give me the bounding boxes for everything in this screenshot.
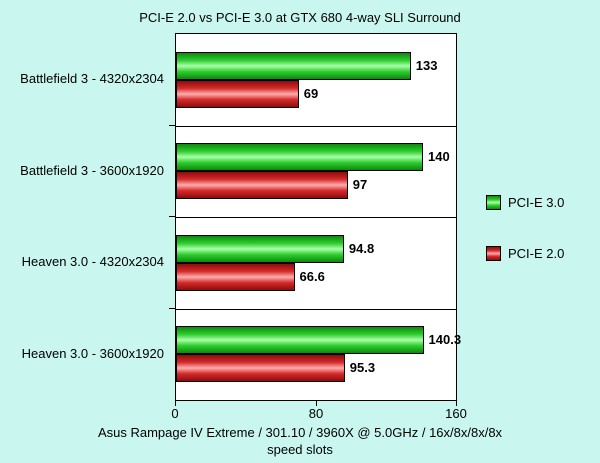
bar-pci-e-2-0	[176, 354, 345, 383]
legend-item-pcie3: PCI-E 3.0	[486, 195, 564, 210]
category-label: Heaven 3.0 - 3600x1920	[21, 345, 164, 361]
y-tick-mark	[169, 124, 175, 126]
legend-item-pcie2: PCI-E 2.0	[486, 246, 564, 261]
category-separator	[176, 217, 456, 218]
legend-label-pcie3: PCI-E 3.0	[508, 195, 565, 210]
x-tick-label: 0	[171, 406, 179, 421]
value-label: 140.3	[428, 332, 462, 348]
category-separator	[176, 308, 456, 310]
bar-pci-e-3-0	[176, 234, 344, 263]
category-label: Battlefield 3 - 3600x1920	[20, 162, 164, 178]
plot-area: 133 69 140 97 94.8 66.6 140.3 95.3	[175, 33, 461, 401]
value-label: 97	[352, 177, 368, 193]
value-label: 94.8	[348, 240, 375, 256]
legend-swatch-pcie3-icon	[486, 195, 501, 210]
legend-swatch-pcie2-icon	[486, 246, 501, 261]
category-labels: Battlefield 3 - 4320x2304 Battlefield 3 -…	[0, 33, 170, 399]
x-axis-caption-line1: Asus Rampage IV Extreme / 301.10 / 3960X…	[97, 425, 503, 440]
category-label: Battlefield 3 - 4320x2304	[20, 71, 164, 87]
value-label: 69	[303, 85, 319, 101]
x-axis-caption: Asus Rampage IV Extreme / 301.10 / 3960X…	[0, 424, 600, 458]
chart-title: PCI-E 2.0 vs PCI-E 3.0 at GTX 680 4-way …	[139, 10, 461, 25]
x-tick-label: 160	[445, 406, 467, 421]
value-label: 95.3	[349, 360, 376, 376]
x-tick-mark	[175, 401, 176, 406]
bar-pci-e-2-0	[176, 262, 295, 291]
bar-pci-e-2-0	[176, 79, 299, 108]
x-axis-caption-line2: speed slots	[267, 442, 333, 457]
bar-pci-e-3-0	[176, 143, 423, 172]
category-separator	[176, 125, 456, 127]
y-tick-mark	[169, 216, 175, 217]
bar-pci-e-2-0	[176, 171, 348, 200]
value-label: 133	[415, 57, 438, 73]
legend-label-pcie2: PCI-E 2.0	[508, 246, 565, 261]
y-tick-mark	[169, 307, 175, 309]
category-label: Heaven 3.0 - 4320x2304	[21, 254, 164, 270]
x-tick-label: 80	[308, 406, 324, 421]
legend: PCI-E 3.0 PCI-E 2.0	[486, 195, 564, 297]
bar-pci-e-3-0	[176, 51, 411, 80]
value-label: 140	[428, 149, 450, 165]
x-tick-mark	[316, 401, 317, 406]
value-label: 66.6	[299, 268, 325, 284]
bar-pci-e-3-0	[176, 326, 424, 355]
x-tick-mark	[456, 401, 457, 406]
